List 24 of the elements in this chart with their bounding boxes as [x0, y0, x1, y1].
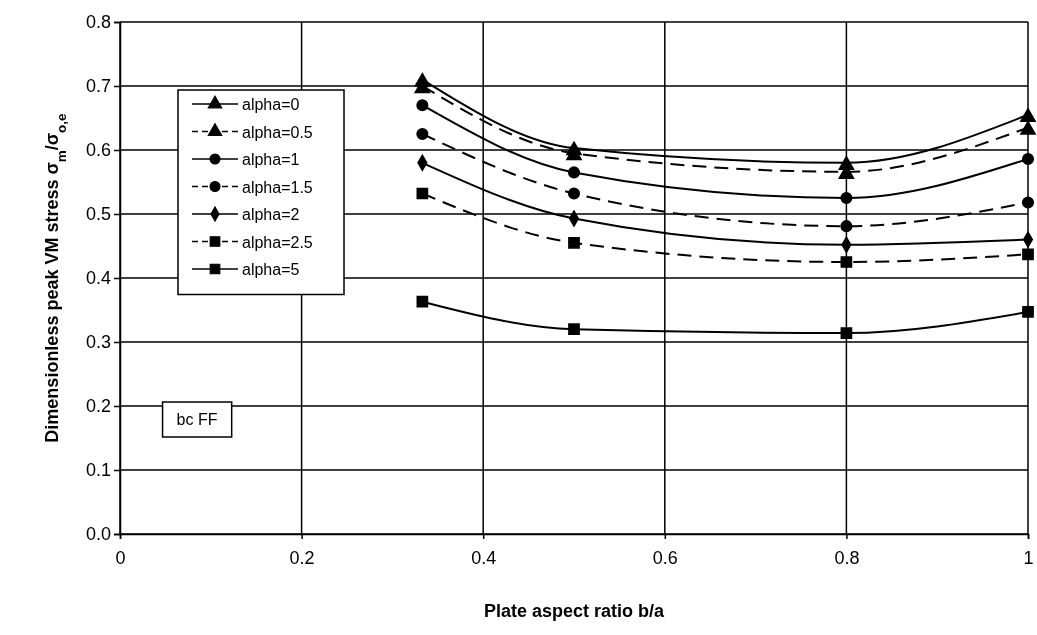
legend-label: alpha=2.5: [242, 233, 313, 251]
annotation: bc FF: [176, 411, 218, 428]
y-tick-label: 0.7: [85, 76, 111, 97]
x-tick-label: 0.4: [471, 547, 497, 568]
x-tick-label: 0.6: [652, 547, 678, 568]
legend-label: alpha=0.5: [242, 123, 313, 141]
y-tick-label: 0.2: [85, 396, 111, 417]
x-tick-label: 1: [1023, 547, 1034, 568]
y-tick-label: 0.8: [85, 12, 111, 33]
x-tick-label: 0.2: [289, 547, 315, 568]
y-tick-label: 0.4: [85, 268, 111, 289]
y-tick-label: 0.6: [85, 140, 111, 161]
y-tick-label: 0.5: [85, 204, 111, 225]
x-axis-title: Plate aspect ratio b/a: [483, 601, 666, 621]
legend-label: alpha=5: [242, 261, 300, 278]
y-tick-label: 0.3: [85, 332, 111, 353]
legend-label: alpha=1.5: [242, 178, 313, 196]
legend-label: alpha=0: [242, 96, 300, 113]
y-tick-label: 0.1: [85, 460, 111, 481]
legend-label: alpha=2: [242, 206, 300, 223]
legend-label: alpha=1: [242, 151, 300, 168]
x-tick-label: 0.8: [834, 547, 860, 568]
y-tick-label: 0.0: [85, 524, 111, 545]
x-tick-label: 0: [115, 547, 126, 568]
